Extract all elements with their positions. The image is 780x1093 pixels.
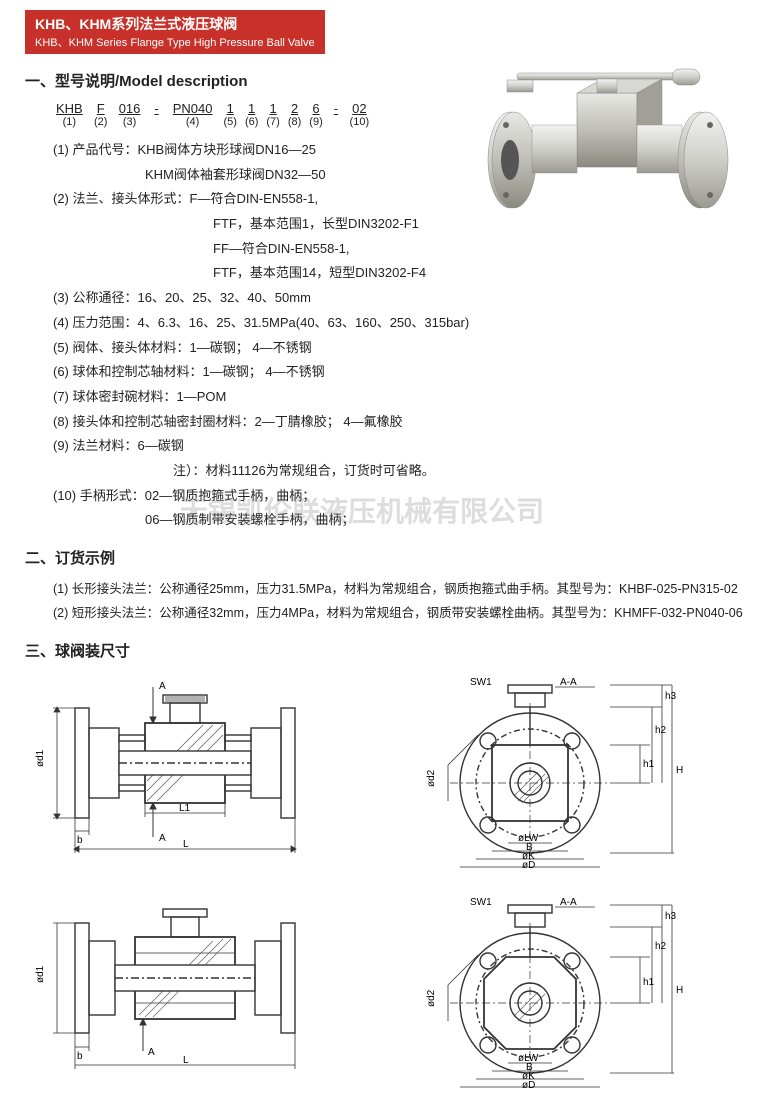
order-examples: (1) 长形接头法兰：公称通径25mm，压力31.5MPa，材料为常规组合，钢质… bbox=[53, 578, 755, 626]
code-seg: PN040(4) bbox=[170, 101, 216, 128]
order-line-2: (2) 短形接头法兰：公称通径32mm，压力4MPa，材料为常规组合，钢质带安装… bbox=[53, 602, 755, 626]
code-seg: F(2) bbox=[94, 101, 108, 128]
dim-b: b bbox=[77, 835, 83, 846]
code-seg: 2(8) bbox=[288, 101, 301, 128]
title-bar: KHB、KHM系列法兰式液压球阀 KHB、KHM Series Flange T… bbox=[25, 10, 325, 54]
dim2-d1: ød1 bbox=[35, 965, 46, 983]
dim3-h2: h2 bbox=[655, 941, 667, 952]
code-seg: - bbox=[331, 101, 341, 128]
diagram-front-1: h1 h2 h3 H SW1 A-A ød2 øLW B øK øD bbox=[410, 673, 745, 873]
dim-h1: h1 bbox=[643, 759, 655, 770]
desc-row: (7) 球体密封碗材料：1—POM bbox=[53, 385, 755, 410]
desc-row: (9) 法兰材料：6—碳钢 bbox=[53, 434, 755, 459]
dim-L: L bbox=[183, 839, 189, 850]
dim-A-bot: A bbox=[159, 833, 166, 844]
dim3-D: øD bbox=[522, 1080, 535, 1091]
diagram-side-1: A A ød1 L1 L b bbox=[35, 673, 370, 873]
dim2-b: b bbox=[77, 1051, 83, 1062]
dim-h2: h2 bbox=[655, 725, 667, 736]
desc-row: 06—钢质制带安装螺栓手柄，曲柄； bbox=[145, 508, 755, 533]
dim3-AA: A-A bbox=[560, 897, 577, 908]
desc-row: (10) 手柄形式：02—钢质抱箍式手柄，曲柄； bbox=[53, 484, 755, 509]
desc-row: FTF，基本范围14，短型DIN3202-F4 bbox=[213, 261, 755, 286]
desc-row: (6) 球体和控制芯轴材料：1—碳钢； 4—不锈钢 bbox=[53, 360, 755, 385]
code-seg: 1(7) bbox=[266, 101, 279, 128]
diagrams-grid: A A ød1 L1 L b bbox=[25, 673, 755, 1093]
dim-AA: A-A bbox=[560, 677, 577, 688]
section2-heading: 二、订货示例 bbox=[25, 547, 755, 568]
title-sub: KHB、KHM Series Flange Type High Pressure… bbox=[35, 34, 315, 50]
dim3-d2: ød2 bbox=[426, 989, 437, 1007]
code-seg: 02(10) bbox=[349, 101, 369, 128]
dim-D: øD bbox=[522, 860, 535, 871]
dim-A-top: A bbox=[159, 681, 166, 692]
section3-heading: 三、球阀装尺寸 bbox=[25, 640, 755, 661]
order-line-1: (1) 长形接头法兰：公称通径25mm，压力31.5MPa，材料为常规组合，钢质… bbox=[53, 578, 755, 602]
dim3-SW1: SW1 bbox=[470, 897, 492, 908]
desc-row: (5) 阀体、接头体材料：1—碳钢； 4—不锈钢 bbox=[53, 336, 755, 361]
code-seg: 016(3) bbox=[116, 101, 144, 128]
code-seg: 1(5) bbox=[223, 101, 236, 128]
desc-row: (4) 压力范围：4、6.3、16、25、31.5MPa(40、63、160、2… bbox=[53, 311, 755, 336]
dim-H: H bbox=[676, 765, 683, 776]
dim-L1: L1 bbox=[179, 803, 191, 814]
desc-row: (3) 公称通径：16、20、25、32、40、50mm bbox=[53, 286, 755, 311]
diagram-front-2: h1 h2 h3 H SW1 A-A ød2 øLW B øK øD bbox=[410, 893, 745, 1093]
code-seg: 1(6) bbox=[245, 101, 258, 128]
diagram-side-2: ød1 A L b bbox=[35, 893, 370, 1093]
dim2-A: A bbox=[148, 1047, 155, 1058]
dim3-h3: h3 bbox=[665, 911, 677, 922]
desc-row: (8) 接头体和控制芯轴密封圈材料：2—丁腈橡胶； 4—氟橡胶 bbox=[53, 410, 755, 435]
code-seg: KHB(1) bbox=[53, 101, 86, 128]
desc-row: 注）：材料11126为常规组合，订货时可省略。 bbox=[173, 459, 755, 484]
dim-h3: h3 bbox=[665, 691, 677, 702]
code-seg: 6(9) bbox=[309, 101, 322, 128]
product-photo bbox=[462, 65, 752, 245]
dim-d2: ød2 bbox=[426, 769, 437, 787]
dim-d1: ød1 bbox=[35, 749, 46, 767]
dim-SW1: SW1 bbox=[470, 677, 492, 688]
dim2-L: L bbox=[183, 1055, 189, 1066]
code-seg: - bbox=[151, 101, 161, 128]
dim3-H: H bbox=[676, 985, 683, 996]
dim3-h1: h1 bbox=[643, 977, 655, 988]
title-main: KHB、KHM系列法兰式液压球阀 bbox=[35, 16, 237, 32]
